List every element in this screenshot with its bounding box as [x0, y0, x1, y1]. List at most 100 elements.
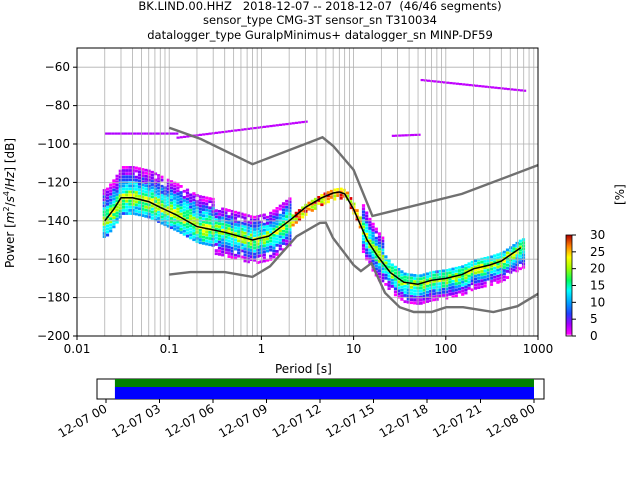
histogram-cell: [189, 227, 193, 231]
histogram-cell: [230, 246, 234, 250]
histogram-cell: [253, 218, 257, 222]
histogram-cell: [371, 235, 375, 238]
histogram-cell: [249, 245, 254, 249]
histogram-cell: [390, 281, 394, 285]
histogram-cell: [169, 201, 174, 205]
histogram-cell: [445, 293, 449, 297]
histogram-cell: [112, 182, 116, 186]
y-tick-label: −140: [37, 214, 70, 228]
histogram-cell: [454, 279, 458, 282]
histogram-cell: [237, 254, 241, 258]
histogram-cell: [117, 132, 121, 135]
histogram-cell: [105, 199, 110, 203]
histogram-cell: [176, 136, 180, 139]
histogram-cell: [275, 240, 279, 244]
histogram-cell: [166, 190, 170, 194]
histogram-cell: [281, 214, 286, 218]
histogram-cell: [157, 177, 161, 180]
histogram-cell: [205, 211, 209, 215]
histogram-cell: [115, 211, 119, 215]
histogram-cell: [256, 224, 260, 228]
histogram-cell: [166, 178, 170, 182]
histogram-cell: [179, 231, 183, 234]
histogram-cell: [294, 121, 299, 124]
histogram-cell: [171, 132, 176, 135]
histogram-cell: [202, 133, 206, 136]
histogram-cell: [425, 278, 430, 282]
histogram-cell: [371, 238, 375, 241]
y-tick-label: −160: [37, 252, 70, 266]
histogram-cell: [189, 199, 193, 203]
histogram-cell: [387, 265, 391, 269]
histogram-cell: [201, 217, 206, 221]
histogram-cell: [429, 286, 433, 290]
histogram-cell: [128, 175, 132, 179]
histogram-cell: [214, 212, 218, 216]
histogram-cell: [400, 282, 404, 286]
histogram-cell: [137, 167, 142, 171]
histogram-cell: [240, 231, 244, 234]
histogram-cell: [118, 212, 122, 216]
histogram-cell: [198, 235, 202, 238]
histogram-cell: [214, 215, 218, 219]
histogram-cell: [361, 241, 366, 244]
histogram-cell: [179, 212, 183, 216]
histogram-cell: [253, 228, 257, 231]
histogram-cell: [234, 129, 238, 132]
histogram-cell: [208, 237, 212, 240]
histogram-cell: [115, 183, 119, 187]
histogram-cell: [201, 220, 206, 224]
histogram-cell: [441, 281, 446, 285]
histogram-cell: [269, 211, 273, 215]
histogram-cell: [166, 218, 170, 222]
histogram-cell: [368, 223, 372, 227]
histogram-cell: [185, 191, 190, 195]
histogram-cell: [483, 281, 487, 285]
histogram-cell: [272, 218, 276, 222]
histogram-cell: [470, 279, 474, 283]
histogram-cell: [374, 236, 378, 240]
histogram-cell: [102, 235, 106, 238]
histogram-cell: [150, 207, 154, 211]
histogram-cell: [406, 291, 410, 295]
histogram-cell: [176, 195, 180, 199]
histogram-cell: [246, 235, 250, 239]
histogram-cell: [285, 227, 289, 231]
histogram-cell: [201, 202, 206, 205]
histogram-cell: [441, 294, 446, 297]
histogram-cell: [448, 268, 452, 272]
histogram-cell: [227, 255, 231, 258]
histogram-cell: [118, 203, 122, 207]
histogram-cell: [413, 298, 417, 302]
histogram-cell: [365, 254, 369, 258]
histogram-cell: [198, 238, 202, 242]
histogram-cell: [189, 214, 193, 218]
histogram-cell: [173, 187, 177, 191]
histogram-cell: [272, 255, 276, 259]
histogram-cell: [288, 197, 292, 201]
histogram-cell: [381, 248, 385, 252]
histogram-cell: [208, 132, 212, 135]
histogram-cell: [143, 132, 147, 135]
histogram-cell: [230, 225, 234, 229]
histogram-cell: [185, 231, 190, 235]
histogram-cell: [144, 168, 148, 172]
histogram-cell: [413, 274, 417, 277]
histogram-cell: [470, 260, 474, 264]
histogram-cell: [121, 193, 126, 197]
histogram-cell: [173, 197, 177, 200]
histogram-cell: [160, 184, 164, 188]
histogram-cell: [512, 265, 516, 269]
histogram-cell: [464, 279, 468, 283]
histogram-cell: [381, 279, 385, 283]
histogram-cell: [227, 242, 231, 246]
histogram-cell: [169, 186, 174, 190]
histogram-cell: [522, 89, 527, 92]
histogram-cell: [237, 128, 241, 132]
histogram-cell: [102, 219, 106, 223]
colorbar-ticks: 0 5 10 15 20 25 30: [572, 228, 605, 343]
histogram-cell: [243, 256, 247, 260]
histogram-cell: [265, 258, 270, 262]
histogram-cell: [107, 132, 112, 135]
histogram-cell: [414, 133, 418, 136]
